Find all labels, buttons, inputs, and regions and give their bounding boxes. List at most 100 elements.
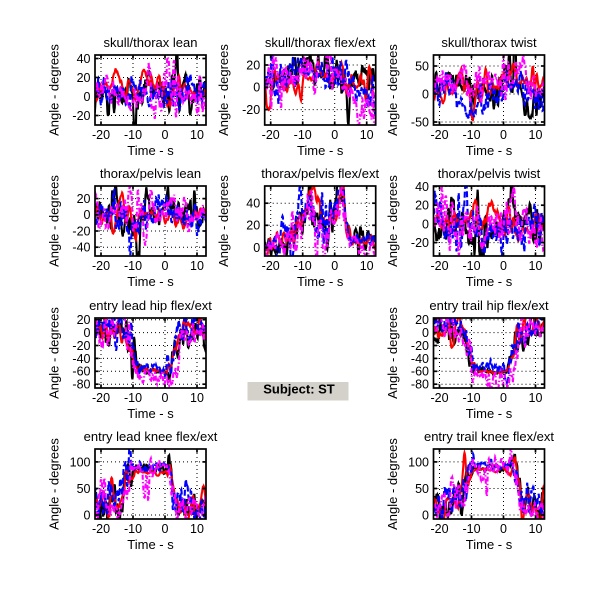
- svg-text:0: 0: [162, 128, 169, 142]
- svg-text:-20: -20: [92, 259, 110, 273]
- svg-text:-10: -10: [294, 128, 312, 142]
- svg-text:Angle - degrees: Angle - degrees: [216, 175, 231, 267]
- svg-text:0: 0: [331, 259, 338, 273]
- svg-text:0: 0: [422, 217, 429, 231]
- svg-text:Angle - degrees: Angle - degrees: [47, 175, 62, 267]
- svg-text:thorax/pelvis flex/ext: thorax/pelvis flex/ext: [261, 166, 379, 181]
- svg-text:entry trail knee flex/ext: entry trail knee flex/ext: [424, 429, 554, 444]
- svg-text:-20: -20: [72, 339, 90, 353]
- svg-text:Time - s: Time - s: [297, 143, 344, 158]
- svg-text:0: 0: [84, 90, 91, 104]
- svg-text:0: 0: [253, 81, 260, 95]
- svg-text:-40: -40: [72, 352, 90, 366]
- svg-text:-20: -20: [262, 259, 280, 273]
- svg-text:-10: -10: [462, 391, 480, 405]
- svg-text:20: 20: [415, 313, 429, 327]
- svg-text:20: 20: [77, 192, 91, 206]
- svg-text:Time - s: Time - s: [127, 143, 174, 158]
- svg-text:entry trail hip flex/ext: entry trail hip flex/ext: [429, 298, 549, 313]
- svg-text:-10: -10: [462, 128, 480, 142]
- svg-text:Time - s: Time - s: [127, 406, 174, 421]
- svg-text:10: 10: [190, 128, 204, 142]
- svg-text:20: 20: [246, 58, 260, 72]
- svg-text:-20: -20: [262, 128, 280, 142]
- svg-text:Time - s: Time - s: [466, 406, 513, 421]
- svg-text:20: 20: [77, 71, 91, 85]
- svg-text:50: 50: [415, 59, 429, 73]
- svg-text:-20: -20: [72, 109, 90, 123]
- svg-text:10: 10: [529, 391, 543, 405]
- svg-text:50: 50: [77, 482, 91, 496]
- svg-text:0: 0: [84, 326, 91, 340]
- svg-text:0: 0: [253, 241, 260, 255]
- svg-text:10: 10: [529, 128, 543, 142]
- svg-text:10: 10: [360, 259, 374, 273]
- svg-text:-20: -20: [430, 128, 448, 142]
- svg-text:0: 0: [422, 508, 429, 522]
- svg-text:-50: -50: [411, 115, 429, 129]
- svg-text:thorax/pelvis lean: thorax/pelvis lean: [100, 166, 201, 181]
- svg-text:20: 20: [77, 313, 91, 327]
- svg-text:-20: -20: [430, 391, 448, 405]
- svg-text:Angle - degrees: Angle - degrees: [385, 175, 400, 267]
- svg-text:skull/thorax flex/ext: skull/thorax flex/ext: [265, 35, 376, 50]
- svg-text:-20: -20: [92, 522, 110, 536]
- svg-text:0: 0: [162, 391, 169, 405]
- svg-text:40: 40: [415, 180, 429, 194]
- svg-text:0: 0: [500, 259, 507, 273]
- svg-text:entry lead hip flex/ext: entry lead hip flex/ext: [89, 298, 212, 313]
- svg-text:Time - s: Time - s: [466, 537, 513, 552]
- svg-text:20: 20: [415, 199, 429, 213]
- svg-text:-10: -10: [124, 391, 142, 405]
- svg-text:-60: -60: [72, 365, 90, 379]
- svg-text:10: 10: [190, 259, 204, 273]
- svg-text:Angle - degrees: Angle - degrees: [216, 44, 231, 136]
- svg-text:-20: -20: [242, 103, 260, 117]
- svg-text:10: 10: [529, 522, 543, 536]
- svg-text:0: 0: [500, 128, 507, 142]
- svg-text:Subject: ST: Subject: ST: [263, 382, 335, 397]
- svg-text:-80: -80: [72, 378, 90, 392]
- svg-text:Angle - degrees: Angle - degrees: [385, 307, 400, 399]
- svg-text:0: 0: [422, 326, 429, 340]
- svg-text:10: 10: [190, 391, 204, 405]
- svg-text:-20: -20: [92, 128, 110, 142]
- svg-text:-10: -10: [124, 522, 142, 536]
- svg-text:entry lead knee flex/ext: entry lead knee flex/ext: [84, 429, 218, 444]
- svg-text:Time - s: Time - s: [297, 274, 344, 289]
- svg-text:40: 40: [246, 197, 260, 211]
- svg-text:-20: -20: [430, 522, 448, 536]
- svg-text:thorax/pelvis twist: thorax/pelvis twist: [438, 166, 541, 181]
- svg-text:0: 0: [162, 259, 169, 273]
- svg-text:100: 100: [70, 455, 91, 469]
- svg-text:Angle - degrees: Angle - degrees: [47, 307, 62, 399]
- svg-text:50: 50: [415, 482, 429, 496]
- svg-text:0: 0: [84, 208, 91, 222]
- svg-text:-10: -10: [294, 259, 312, 273]
- svg-text:-10: -10: [124, 259, 142, 273]
- svg-text:0: 0: [500, 522, 507, 536]
- svg-text:Time - s: Time - s: [127, 537, 174, 552]
- svg-text:-40: -40: [72, 241, 90, 255]
- svg-text:-20: -20: [430, 259, 448, 273]
- svg-text:-20: -20: [411, 339, 429, 353]
- svg-text:20: 20: [246, 219, 260, 233]
- svg-text:-20: -20: [411, 236, 429, 250]
- svg-text:-40: -40: [411, 352, 429, 366]
- svg-text:-10: -10: [462, 522, 480, 536]
- svg-text:0: 0: [84, 508, 91, 522]
- svg-text:0: 0: [422, 87, 429, 101]
- svg-text:0: 0: [500, 391, 507, 405]
- svg-text:Time - s: Time - s: [466, 274, 513, 289]
- svg-text:skull/thorax lean: skull/thorax lean: [104, 35, 198, 50]
- svg-text:-20: -20: [92, 391, 110, 405]
- svg-text:-60: -60: [411, 365, 429, 379]
- svg-text:skull/thorax twist: skull/thorax twist: [441, 35, 537, 50]
- svg-text:Angle - degrees: Angle - degrees: [47, 438, 62, 530]
- svg-text:0: 0: [162, 522, 169, 536]
- svg-text:Angle - degrees: Angle - degrees: [47, 44, 62, 136]
- svg-text:-10: -10: [462, 259, 480, 273]
- svg-text:Time - s: Time - s: [127, 274, 174, 289]
- svg-text:Angle - degrees: Angle - degrees: [385, 438, 400, 530]
- svg-text:Time - s: Time - s: [466, 143, 513, 158]
